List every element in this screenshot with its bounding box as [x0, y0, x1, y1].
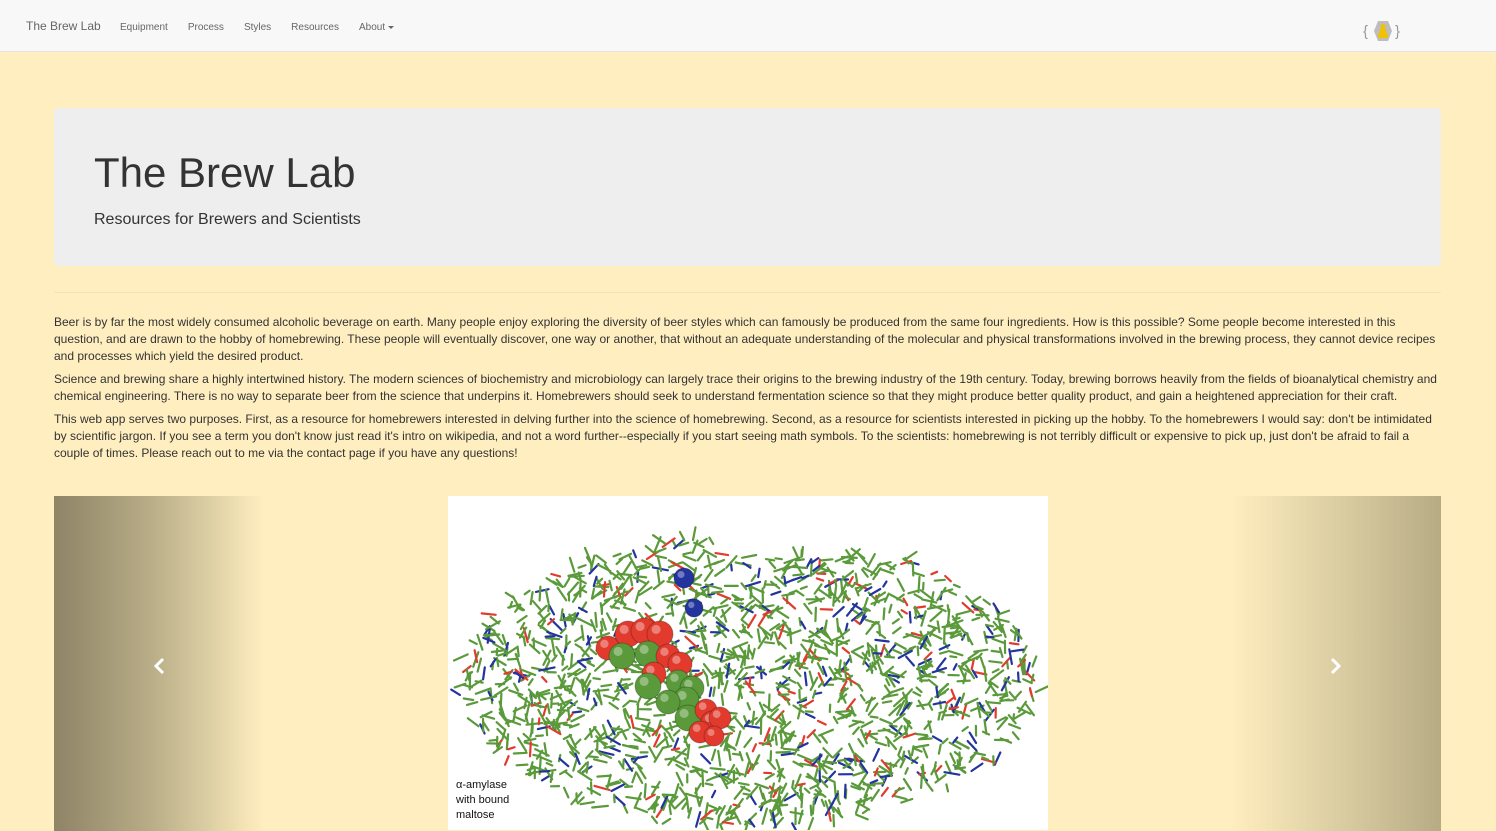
carousel-slide: α-amylase with bound maltose — [448, 496, 1048, 830]
molecule-sticks — [450, 526, 1048, 830]
slide-caption-line-1: α-amylase — [456, 779, 507, 791]
divider — [54, 292, 1441, 293]
maltose-spheres — [595, 567, 732, 747]
brand-link[interactable]: The Brew Lab — [26, 19, 101, 33]
nav-link-equipment[interactable]: Equipment — [120, 22, 168, 33]
intro-paragraph-2: Science and brewing share a highly inter… — [54, 372, 1437, 403]
flask-hexagon-logo-icon[interactable]: { } — [1362, 15, 1404, 47]
intro-paragraph-3: This web app serves two purposes. First,… — [54, 412, 1432, 460]
image-carousel: α-amylase with bound maltose — [54, 496, 1441, 831]
svg-text:}: } — [1395, 23, 1400, 40]
alpha-amylase-molecule-image — [450, 526, 1048, 830]
svg-text:{: { — [1363, 23, 1368, 40]
page-subtitle: Resources for Brewers and Scientists — [94, 211, 361, 228]
nav-link-about[interactable]: About — [358, 22, 395, 33]
caret-down-icon — [388, 25, 395, 29]
jumbotron: The Brew Lab Resources for Brewers and S… — [54, 108, 1441, 266]
intro-text: Beer is by far the most widely consumed … — [54, 314, 1441, 468]
nav-link-about-label: About — [358, 22, 386, 33]
navbar: The Brew Lab Equipment Process Styles Re… — [0, 0, 1496, 52]
chevron-left-icon — [153, 657, 165, 675]
carousel-prev-button[interactable] — [54, 496, 264, 831]
nav-link-styles[interactable]: Styles — [243, 22, 272, 33]
carousel-next-button[interactable] — [1231, 496, 1441, 831]
chevron-right-icon — [1330, 657, 1342, 675]
slide-caption-line-3: maltose — [456, 809, 495, 821]
page-title: The Brew Lab — [94, 149, 356, 196]
nav-link-process[interactable]: Process — [187, 22, 224, 33]
intro-paragraph-1: Beer is by far the most widely consumed … — [54, 315, 1436, 363]
slide-caption-line-2: with bound — [456, 794, 510, 806]
nav-link-resources[interactable]: Resources — [291, 22, 339, 33]
slide-caption: α-amylase with bound maltose — [456, 778, 536, 823]
nav-links: Equipment Process Styles Resources About — [120, 22, 414, 33]
